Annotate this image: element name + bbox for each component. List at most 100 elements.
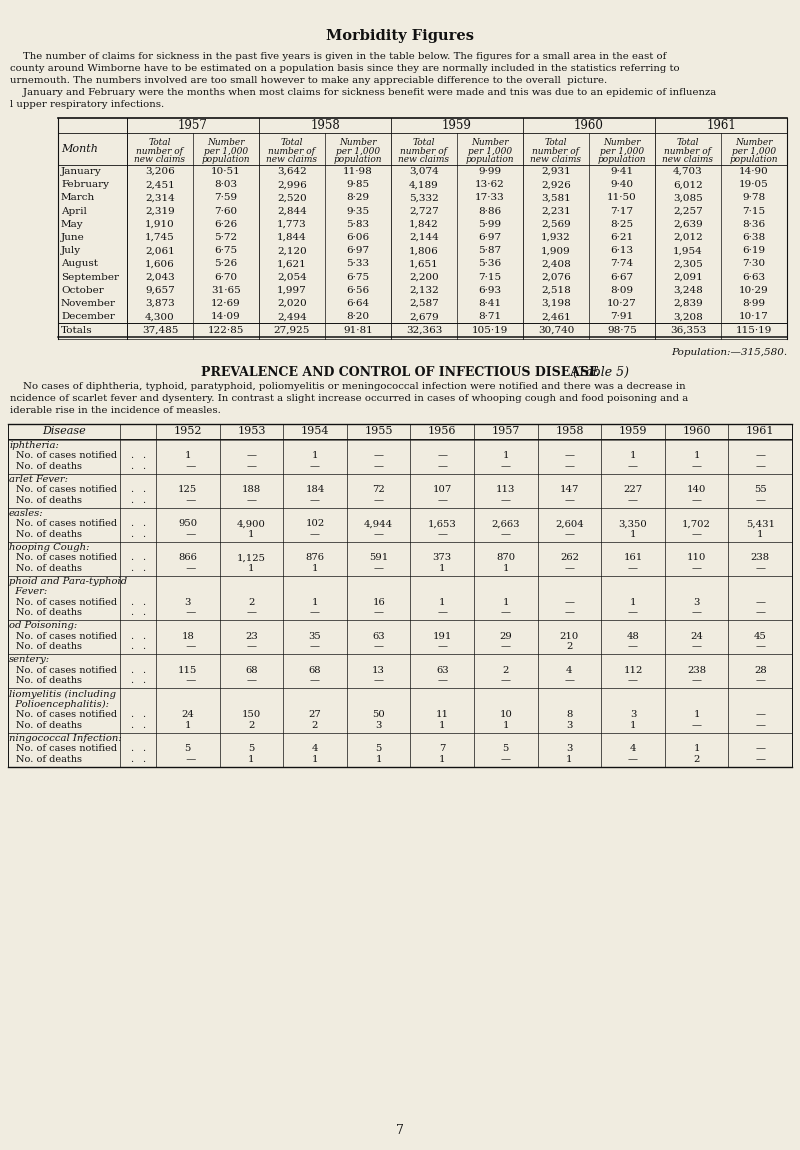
Text: .: . [142,452,146,460]
Text: 2,144: 2,144 [409,233,439,243]
Text: 2: 2 [248,721,254,730]
Text: 7·91: 7·91 [610,313,634,321]
Text: 3,074: 3,074 [409,167,439,176]
Text: 5·33: 5·33 [346,260,370,268]
Text: 5,332: 5,332 [409,193,439,202]
Text: 5·83: 5·83 [346,220,370,229]
Text: 4,189: 4,189 [409,181,439,190]
Text: —: — [437,530,447,539]
Text: —: — [565,564,574,573]
Text: 3,642: 3,642 [277,167,307,176]
Text: 2,257: 2,257 [673,207,703,216]
Text: population: population [202,155,250,164]
Text: No. of cases notified: No. of cases notified [16,553,117,562]
Text: ncidence of scarlet fever and dysentery. In contrast a slight increase occurred : ncidence of scarlet fever and dysentery.… [10,394,688,402]
Text: 1,997: 1,997 [277,286,307,294]
Text: 6·21: 6·21 [610,233,634,243]
Text: No. of deaths: No. of deaths [16,608,82,618]
Text: —: — [565,462,574,470]
Text: 1: 1 [630,530,636,539]
Text: 45: 45 [754,631,766,641]
Text: 238: 238 [687,666,706,675]
Text: Population:—315,580.: Population:—315,580. [671,348,787,356]
Text: 1: 1 [312,598,318,607]
Text: —: — [755,564,766,573]
Text: 6·93: 6·93 [478,286,502,294]
Text: 1: 1 [694,744,700,753]
Text: —: — [565,452,574,460]
Text: od Poisoning:: od Poisoning: [9,621,78,630]
Text: 1961: 1961 [706,118,736,132]
Text: .: . [130,564,134,573]
Text: 5·87: 5·87 [478,246,502,255]
Text: January and February were the months when most claims for sickness benefit were : January and February were the months whe… [10,89,716,97]
Text: 1960: 1960 [574,118,604,132]
Text: 5: 5 [185,744,191,753]
Text: No. of deaths: No. of deaths [16,530,82,539]
Text: 3: 3 [375,721,382,730]
Text: 1: 1 [502,721,509,730]
Text: —: — [691,530,702,539]
Text: —: — [565,598,574,607]
Text: 9·85: 9·85 [346,181,370,190]
Text: No. of deaths: No. of deaths [16,754,82,764]
Text: —: — [310,496,320,505]
Text: new claims: new claims [662,155,714,164]
Text: —: — [180,676,196,685]
Text: 1: 1 [185,452,191,460]
Text: .: . [142,721,146,730]
Text: .: . [142,520,146,528]
Text: —: — [180,608,196,618]
Text: 1: 1 [248,564,254,573]
Text: .: . [130,530,134,539]
Text: Number: Number [735,138,773,147]
Text: —: — [565,608,574,618]
Text: 2,931: 2,931 [541,167,571,176]
Text: (Table 5): (Table 5) [569,366,629,378]
Text: —: — [691,496,702,505]
Text: 98·75: 98·75 [607,325,637,335]
Text: No. of cases notified: No. of cases notified [16,711,117,720]
Text: 1958: 1958 [555,427,584,436]
Text: 1: 1 [185,721,191,730]
Text: 7·15: 7·15 [742,207,766,216]
Text: 2,231: 2,231 [541,207,571,216]
Text: .: . [142,598,146,607]
Text: 1959: 1959 [618,427,647,436]
Text: 6·06: 6·06 [346,233,370,243]
Text: 1953: 1953 [237,427,266,436]
Text: .: . [130,721,134,730]
Text: 2,604: 2,604 [555,520,584,528]
Text: Month: Month [61,144,98,154]
Text: 3: 3 [185,598,191,607]
Text: 8·41: 8·41 [478,299,502,308]
Text: 2: 2 [248,598,254,607]
Text: —: — [565,496,574,505]
Text: 23: 23 [245,631,258,641]
Text: —: — [755,452,766,460]
Text: liomyelitis (including: liomyelitis (including [9,689,116,698]
Text: 1: 1 [502,564,509,573]
Text: —: — [755,462,766,470]
Text: May: May [61,220,84,229]
Text: 8·25: 8·25 [610,220,634,229]
Text: —: — [374,608,384,618]
Text: .: . [142,643,146,651]
Text: 122·85: 122·85 [208,325,244,335]
Text: —: — [310,530,320,539]
Text: —: — [374,643,384,651]
Text: 184: 184 [306,485,325,494]
Text: December: December [61,313,115,321]
Text: No cases of diphtheria, typhoid, paratyphoid, poliomyelitis or meningococcal inf: No cases of diphtheria, typhoid, paratyp… [10,382,686,391]
Text: 27: 27 [309,711,322,720]
Text: 63: 63 [372,631,385,641]
Text: 1: 1 [630,452,636,460]
Text: No. of cases notified: No. of cases notified [16,520,117,528]
Text: 4,703: 4,703 [673,167,703,176]
Text: No. of deaths: No. of deaths [16,496,82,505]
Text: 6·97: 6·97 [346,246,370,255]
Text: 1,606: 1,606 [145,260,175,268]
Text: 4,900: 4,900 [237,520,266,528]
Text: 107: 107 [433,485,452,494]
Text: —: — [628,462,638,470]
